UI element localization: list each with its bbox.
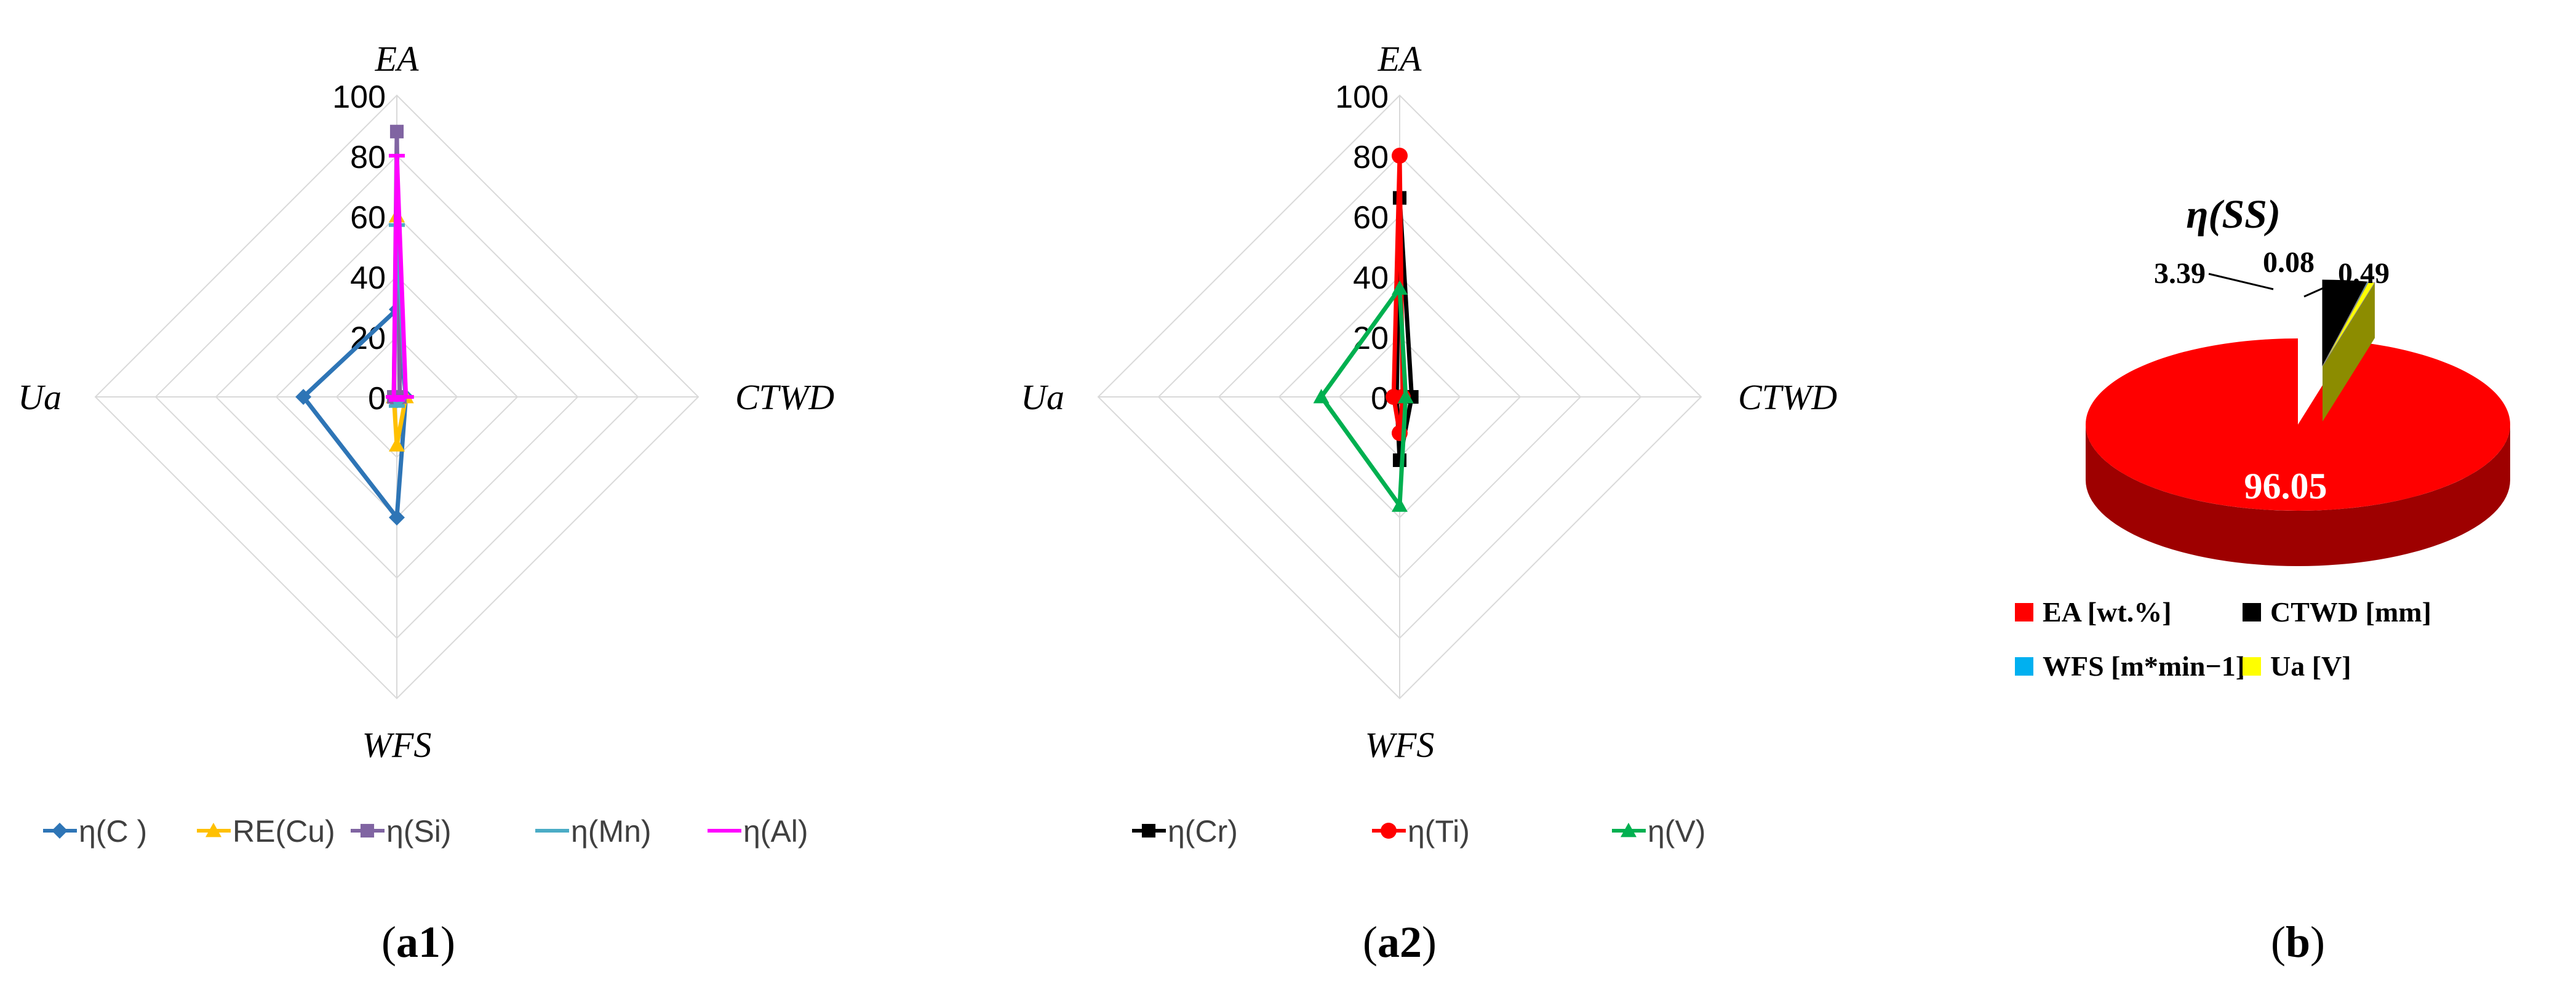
legend-marker [1381,823,1397,839]
legend-label: η(Mn) [571,814,652,849]
pie-title: η(SS) [2186,192,2281,237]
data-point [1386,389,1402,405]
axis-label-wfs: WFS [362,725,432,765]
slice-top [2322,281,2375,367]
axis-label-wfs: WFS [1365,725,1435,765]
legend-marker [1141,823,1156,838]
legend-label: WFS [m*min−1] [2043,650,2245,682]
tick-label: 60 [350,200,386,236]
data-label-ea-wt: 96.05 [2244,466,2327,506]
tick-label: 40 [350,260,386,296]
series-v [1313,280,1414,512]
legend-swatch [2015,603,2033,621]
axis-label-ua: Ua [18,377,62,417]
legend-label: η(V) [1648,814,1705,849]
legend-marker [1621,823,1637,837]
panel-label-a2: (a2) [1363,917,1437,967]
legend-label: Ua [V] [2270,650,2351,682]
panel-label-b: (b) [2270,917,2326,967]
leader-line [2208,273,2274,290]
legend-label: η(Si) [386,814,452,849]
legend-marker [52,823,68,839]
tick-label: 0 [368,381,386,417]
data-point [389,124,404,138]
leader-line [2303,283,2332,298]
tick-label: 80 [350,140,386,175]
tick-label: 60 [1353,200,1389,236]
axis-label-ctwd: CTWD [735,377,834,417]
slice-ea-wt [2086,338,2510,511]
slice-side [2323,282,2375,422]
legend-label: RE(Cu) [233,814,335,849]
tick-label: 80 [1353,140,1389,175]
legend-item-c: η(C ) [43,814,147,849]
legend-item-al: η(Al) [708,814,808,849]
legend-item-v: η(V) [1612,814,1705,849]
series-al [386,153,414,402]
data-label-wfs-m-min-1: 0.08 [2263,246,2315,279]
tick-label: 0 [1371,381,1389,417]
legend-item-cr: η(Cr) [1132,814,1238,849]
legend-item-mn: η(Mn) [535,814,652,849]
legend-label: η(Ti) [1408,814,1470,849]
slice-side-ea-wt [2086,425,2510,566]
tick-label: 100 [1335,79,1389,115]
pie-chart-b: η(SS) 96.05 3.39 0.08 0.49 EA [wt.%] CTWD [mm]… [2015,192,2510,682]
legend-item-si: η(Si) [351,814,452,849]
tick-label: 100 [332,79,386,115]
axis-label-ea: EA [1378,39,1422,79]
legend-label: EA [wt.%] [2043,596,2172,628]
data-point [1392,497,1408,512]
legend-marker [360,823,375,838]
legend-label: η(Al) [743,814,808,849]
data-point [295,389,312,405]
data-point [389,509,405,525]
tick-label: 40 [1353,260,1389,296]
panel-label-a1: (a1) [381,917,455,967]
legend-item-ua-v: Ua [V] [2243,650,2351,682]
legend-item-re-cu: RE(Cu) [197,814,335,849]
legend-swatch [2243,603,2261,621]
legend-marker [205,823,221,837]
legend-label: η(Cr) [1168,814,1238,849]
axis-label-ctwd: CTWD [1738,377,1837,417]
legend-label: η(C ) [79,814,147,849]
data-point [1392,280,1408,295]
slice-ua-v [2322,281,2375,422]
data-point [1397,389,1414,404]
legend-label: CTWD [mm] [2270,596,2431,628]
data-label-ua-v: 0.49 [2338,257,2390,290]
legend-item-ctwd-mm: CTWD [mm] [2243,596,2431,628]
legend-item-ti: η(Ti) [1372,814,1470,849]
legend-item-wfs-m-min-1: WFS [m*min−1] [2015,650,2245,682]
axis-label-ea: EA [375,39,419,79]
legend-item-ea-wt: EA [wt.%] [2015,596,2172,628]
legend-swatch [2015,657,2033,676]
legend-swatch [2243,657,2261,676]
data-label-ctwd-mm: 3.39 [2154,257,2206,290]
data-point [1313,389,1330,404]
data-point [389,437,405,452]
axis-label-ua: Ua [1021,377,1064,417]
data-point [1392,148,1408,164]
